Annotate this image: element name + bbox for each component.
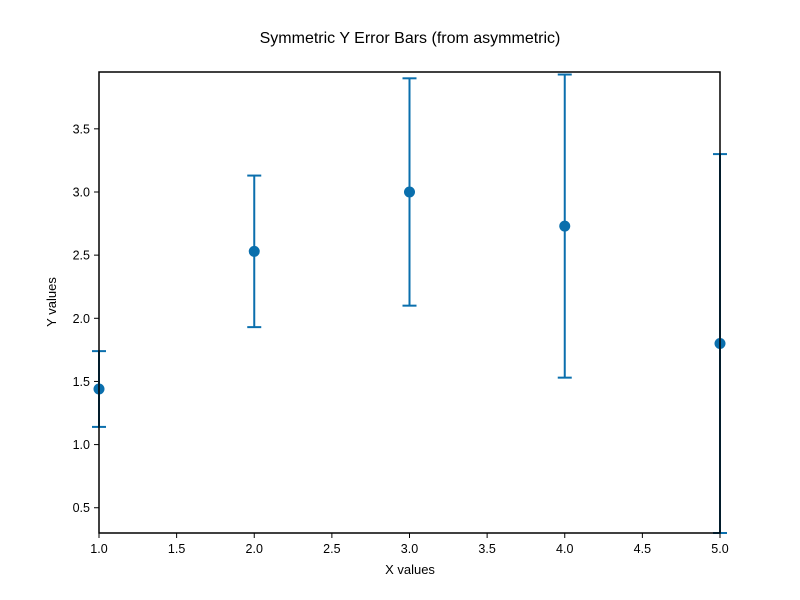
data-point xyxy=(559,220,571,232)
y-tick-label: 1.5 xyxy=(73,375,90,389)
x-tick-label: 2.0 xyxy=(246,542,263,556)
y-tick-label: 2.5 xyxy=(73,249,90,263)
chart-title: Symmetric Y Error Bars (from asymmetric) xyxy=(260,30,561,47)
x-tick-label: 1.5 xyxy=(168,542,185,556)
x-tick-label: 4.0 xyxy=(556,542,573,556)
y-tick-label: 1.0 xyxy=(73,438,90,452)
x-tick-label: 4.5 xyxy=(634,542,651,556)
data-point xyxy=(404,186,415,198)
x-tick-label: 5.0 xyxy=(711,542,728,556)
y-tick-label: 3.0 xyxy=(73,185,90,199)
data-point xyxy=(248,245,260,257)
tick-group: 1.0 1.5 2.0 2.5 3.0 3.5 4.0 4.5 5.0 0.5 1.0 1.5 2.0 2… xyxy=(73,122,729,556)
x-tick-label: 2.5 xyxy=(323,542,340,556)
y-tick-label: 0.5 xyxy=(73,501,90,515)
x-tick-label: 3.5 xyxy=(478,542,495,556)
x-tick-label: 3.0 xyxy=(401,542,418,556)
plot-frame xyxy=(98,71,721,534)
y-axis-label: Y values xyxy=(44,277,59,327)
x-tick-label: 1.0 xyxy=(90,542,107,556)
y-tick-label: 2.0 xyxy=(73,312,90,326)
marks-group xyxy=(92,73,727,534)
y-tick-label: 3.5 xyxy=(73,122,90,136)
x-axis-label: X values xyxy=(385,562,435,577)
